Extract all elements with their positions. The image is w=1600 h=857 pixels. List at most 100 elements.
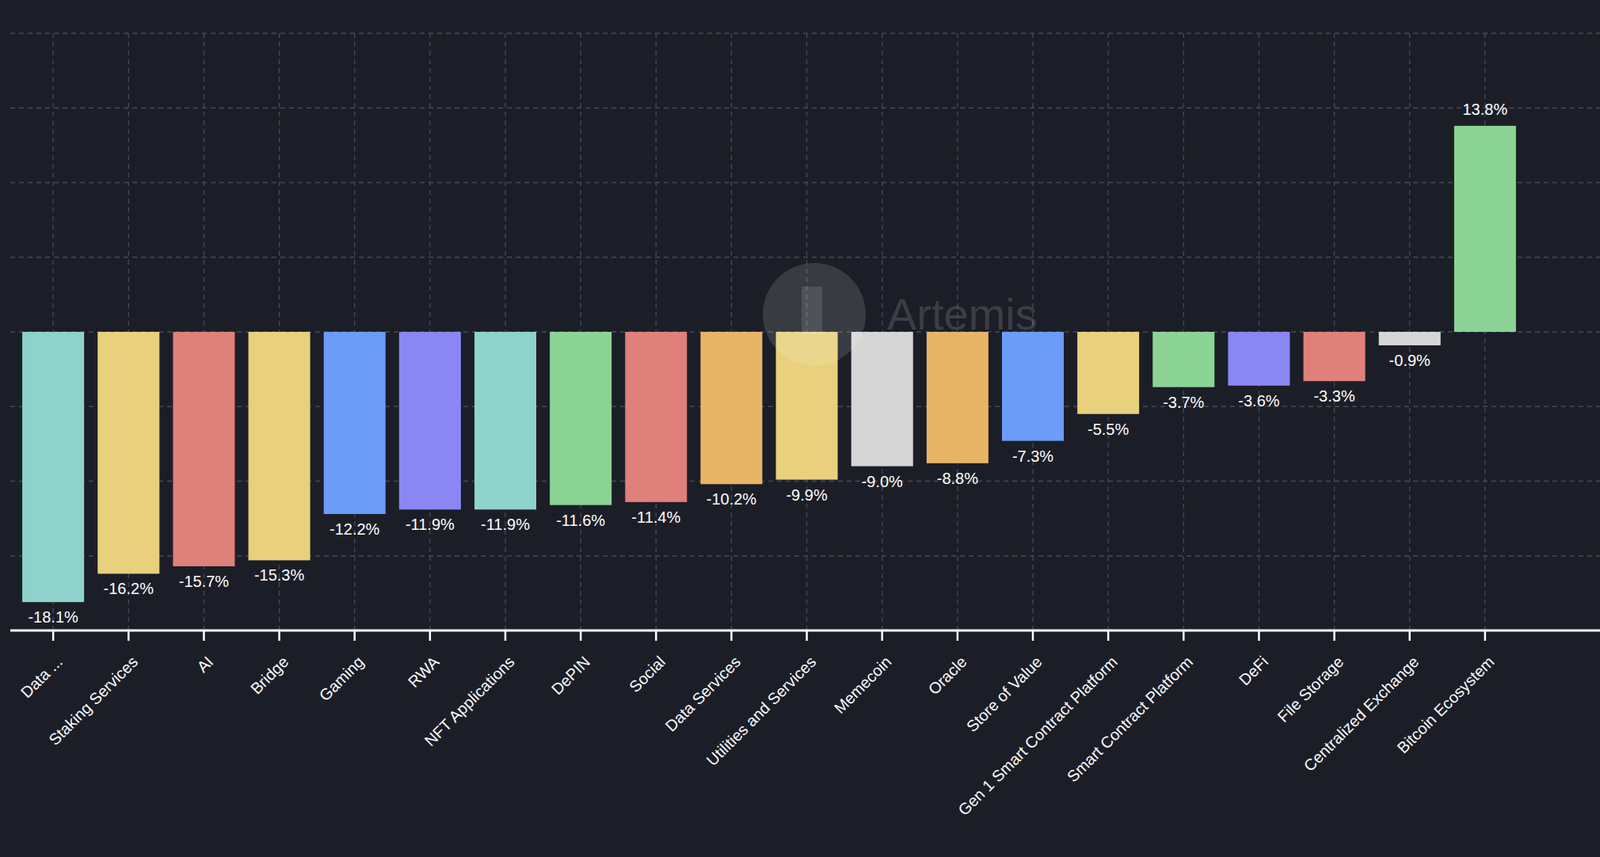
- x-tick-mark: [429, 630, 432, 641]
- x-tick: DeFi: [1235, 630, 1272, 690]
- x-tick-label: Data ...: [17, 652, 66, 701]
- x-tick-label: Oracle: [924, 652, 970, 698]
- x-tick: DePIN: [548, 630, 594, 698]
- x-tick-mark: [1257, 630, 1261, 641]
- bar: [926, 331, 989, 464]
- x-tick-mark: [805, 630, 808, 641]
- bar: [1227, 331, 1290, 386]
- x-tick: Oracle: [924, 630, 970, 698]
- x-tick-mark: [1484, 630, 1487, 641]
- x-tick-mark: [127, 630, 130, 641]
- x-axis-line: [10, 629, 1600, 633]
- x-tick-mark: [579, 630, 583, 641]
- bar: [172, 331, 235, 567]
- x-tick-mark: [1032, 630, 1035, 641]
- x-tick-label: Memecoin: [830, 652, 896, 717]
- x-tick-mark: [1333, 630, 1336, 641]
- x-tick-mark: [956, 630, 960, 641]
- x-tick-label: Social: [625, 652, 669, 696]
- x-tick-label: Bridge: [247, 652, 292, 698]
- x-tick-mark: [353, 630, 356, 641]
- y-grid-line: [10, 256, 1600, 258]
- x-tick-label: DeFi: [1235, 652, 1272, 689]
- x-tick: File Storage: [1274, 630, 1348, 726]
- x-tick-label: Gen 1 Smart Contract Platform: [954, 652, 1121, 820]
- bar: [323, 331, 386, 515]
- bar: [624, 331, 687, 503]
- x-tick: Bridge: [247, 630, 292, 698]
- x-tick-mark: [730, 630, 733, 641]
- data-label: -11.9%: [480, 515, 530, 534]
- data-labels: -18.1%-16.2%-15.7%-15.3%-12.2%-11.9%-11.…: [27, 100, 1508, 626]
- x-tick-mark: [1182, 630, 1185, 641]
- x-tick-mark: [504, 630, 507, 641]
- x-tick: NFT Applications: [421, 630, 519, 750]
- x-tick-label: Utilities and Services: [703, 652, 820, 770]
- data-label: -9.9%: [785, 486, 827, 504]
- data-label: -16.2%: [103, 579, 155, 598]
- y-grid-line: [10, 107, 1600, 109]
- chart: Artemis Data ...Staking Services AI Bridge G…: [0, 0, 1600, 857]
- x-tick-label: Data Services: [662, 652, 745, 736]
- bar: [1454, 125, 1517, 332]
- x-tick-label: Centralized Exchange: [1300, 652, 1423, 775]
- x-tick: RWA: [404, 630, 443, 691]
- x-tick-label: NFT Applications: [421, 652, 519, 750]
- x-tick: Social: [625, 630, 669, 696]
- bar: [549, 331, 612, 506]
- x-tick-mark: [52, 630, 55, 641]
- bar: [1152, 331, 1215, 388]
- x-tick-mark: [655, 630, 658, 641]
- x-tick-mark: [1107, 630, 1110, 641]
- data-label: -3.6%: [1238, 392, 1280, 410]
- data-label: -11.4%: [631, 508, 681, 526]
- data-label: -11.9%: [405, 515, 455, 534]
- data-label: -3.3%: [1313, 387, 1355, 405]
- y-grid-line: [10, 32, 1600, 34]
- watermark-logo: [762, 262, 866, 366]
- data-label: 13.8%: [1462, 100, 1509, 119]
- x-tick-mark: [1408, 630, 1411, 641]
- x-tick: Gen 1 Smart Contract Platform: [954, 630, 1121, 820]
- x-tick: Store of Value: [963, 630, 1046, 736]
- bar: [474, 331, 537, 510]
- x-tick: Data Services: [662, 630, 745, 736]
- data-label: -7.3%: [1012, 447, 1054, 465]
- x-tick: Staking Services: [45, 630, 141, 749]
- bar: [22, 331, 84, 602]
- y-grid-line: [10, 182, 1600, 183]
- y-grid-line: [10, 629, 1600, 631]
- data-label: -18.1%: [27, 608, 79, 626]
- x-tick: Bitcoin Ecosystem: [1394, 630, 1498, 757]
- x-tick-label: Staking Services: [45, 652, 141, 749]
- data-label: -3.7%: [1162, 393, 1204, 412]
- x-tick-mark: [278, 630, 281, 641]
- data-label: -15.7%: [179, 572, 230, 591]
- x-tick: Gaming: [315, 630, 367, 705]
- watermark-text: Artemis: [887, 289, 1038, 340]
- x-tick-label: RWA: [404, 652, 443, 691]
- watermark-logo-mark: [801, 286, 823, 335]
- x-tick-label: Bitcoin Ecosystem: [1394, 652, 1498, 757]
- data-label: -10.2%: [706, 490, 758, 508]
- bar: [97, 331, 160, 574]
- data-label: -11.6%: [556, 511, 606, 530]
- data-label: -8.8%: [937, 469, 979, 488]
- watermark: Artemis: [762, 262, 1038, 366]
- x-tick: Memecoin: [830, 630, 896, 717]
- grid: [10, 33, 1600, 631]
- data-label: -0.9%: [1389, 351, 1431, 370]
- x-tick-label: File Storage: [1274, 652, 1348, 726]
- bar: [851, 331, 914, 467]
- data-label: -12.2%: [329, 520, 381, 538]
- x-tick-label: DePIN: [548, 652, 594, 698]
- bar: [776, 331, 839, 480]
- bar: [1001, 331, 1064, 442]
- x-tick: AI: [193, 630, 217, 676]
- bar: [1077, 331, 1140, 415]
- bar: [248, 331, 311, 560]
- x-tick: Smart Contract Platform: [1063, 630, 1197, 785]
- x-tick-mark: [880, 630, 884, 641]
- x-tick: Utilities and Services: [703, 630, 820, 770]
- bar: [399, 331, 461, 510]
